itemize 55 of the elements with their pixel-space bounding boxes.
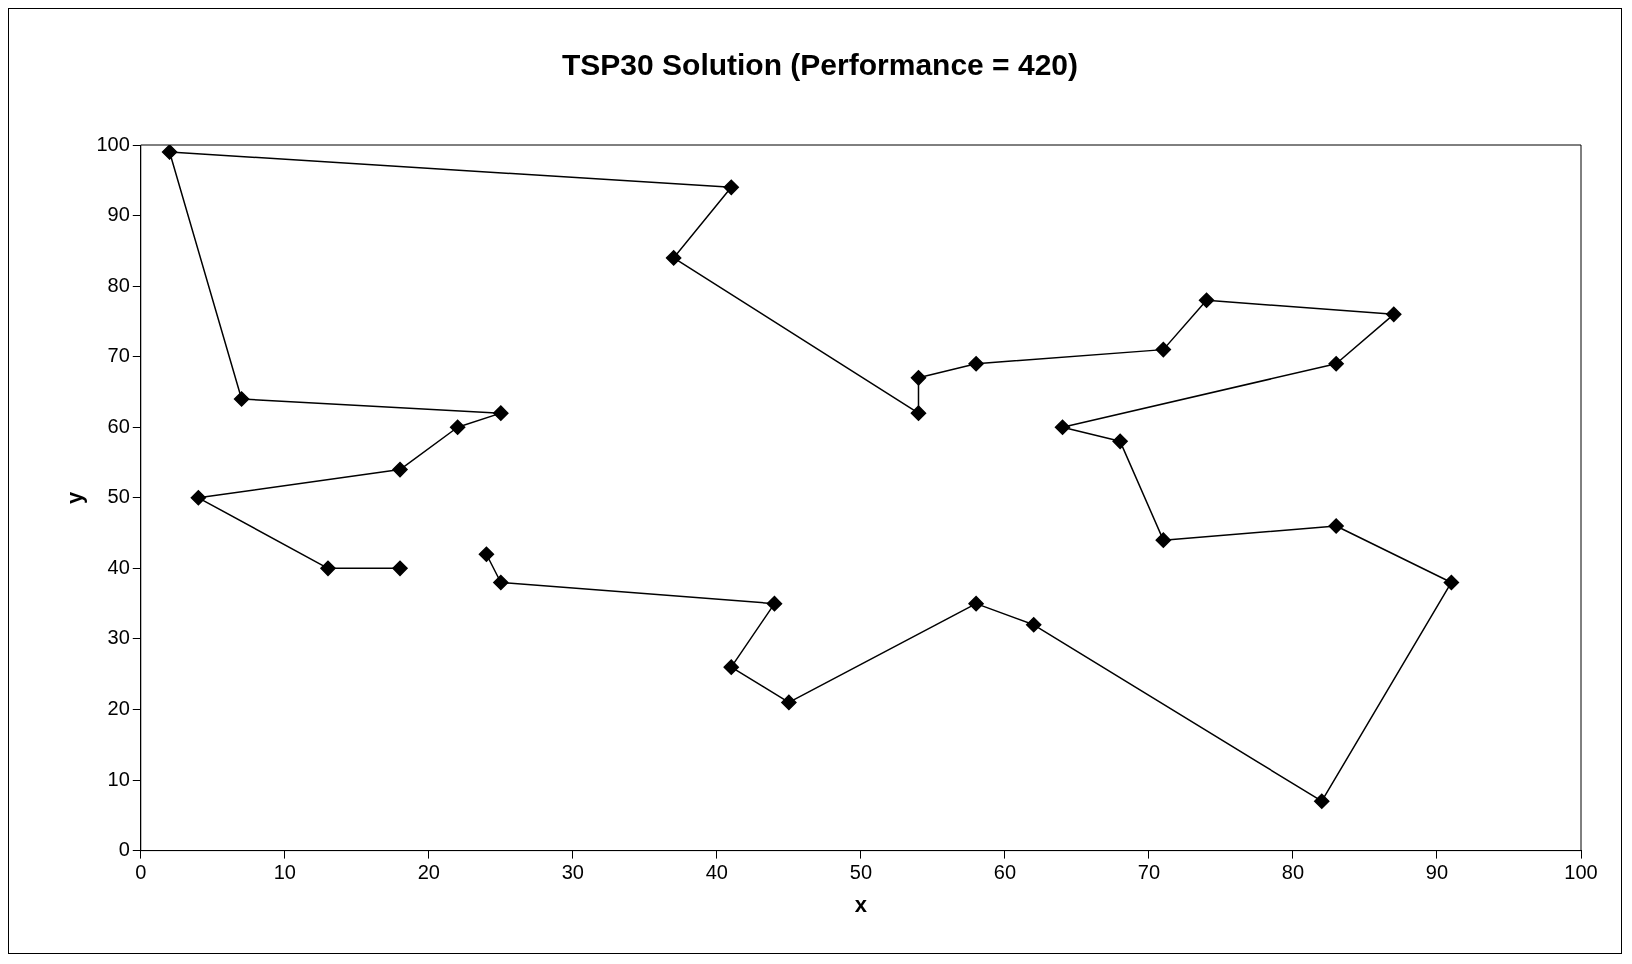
chart-title: TSP30 Solution (Performance = 420) <box>562 48 1078 82</box>
point <box>449 419 466 435</box>
y-tick-label: 100 <box>96 132 130 155</box>
x-tick-label: 100 <box>1564 861 1598 884</box>
x-tick-label: 20 <box>417 861 440 884</box>
point <box>1328 518 1344 534</box>
y-tick-label: 0 <box>118 838 130 861</box>
y-tick-label: 30 <box>107 626 130 649</box>
point <box>392 560 408 577</box>
x-tick-label: 70 <box>1137 861 1161 884</box>
y-tick-label: 10 <box>107 767 130 790</box>
y-axis-title: y <box>62 490 88 504</box>
point <box>766 595 783 612</box>
point <box>665 250 682 266</box>
point <box>1054 419 1071 435</box>
x-tick-label: 30 <box>561 861 584 884</box>
point <box>190 490 207 506</box>
point <box>1155 341 1172 358</box>
y-tick-label: 50 <box>107 485 130 508</box>
point <box>493 405 509 421</box>
x-axis-title: x <box>854 891 868 917</box>
point <box>781 694 797 711</box>
point <box>1198 292 1215 308</box>
point <box>493 574 509 591</box>
x-tick-label: 10 <box>273 861 296 884</box>
point <box>910 405 927 421</box>
point <box>968 355 984 372</box>
y-tick-label: 90 <box>107 203 130 226</box>
point <box>1112 433 1128 450</box>
point <box>723 659 740 675</box>
point <box>723 179 740 196</box>
point <box>233 391 250 407</box>
point <box>1328 355 1344 372</box>
point <box>392 461 408 478</box>
y-tick-label: 20 <box>107 697 130 719</box>
x-tick-label: 60 <box>993 861 1017 884</box>
y-tick-label: 60 <box>107 414 130 437</box>
y-tick-label: 40 <box>107 555 130 578</box>
x-tick-label: 40 <box>705 861 728 884</box>
x-tick-label: 90 <box>1425 861 1449 884</box>
point <box>1386 306 1402 323</box>
x-tick-label: 0 <box>135 861 147 884</box>
point <box>1443 574 1460 591</box>
y-tick-label: 80 <box>107 273 130 296</box>
point <box>968 595 984 612</box>
x-tick-label: 50 <box>849 861 873 884</box>
point <box>910 370 927 386</box>
point <box>320 560 336 577</box>
point <box>161 145 178 160</box>
point <box>478 546 495 562</box>
point <box>1025 617 1042 633</box>
point <box>1155 532 1172 548</box>
x-tick-label: 80 <box>1281 861 1305 884</box>
y-tick-label: 70 <box>107 344 130 367</box>
point <box>1314 793 1330 809</box>
